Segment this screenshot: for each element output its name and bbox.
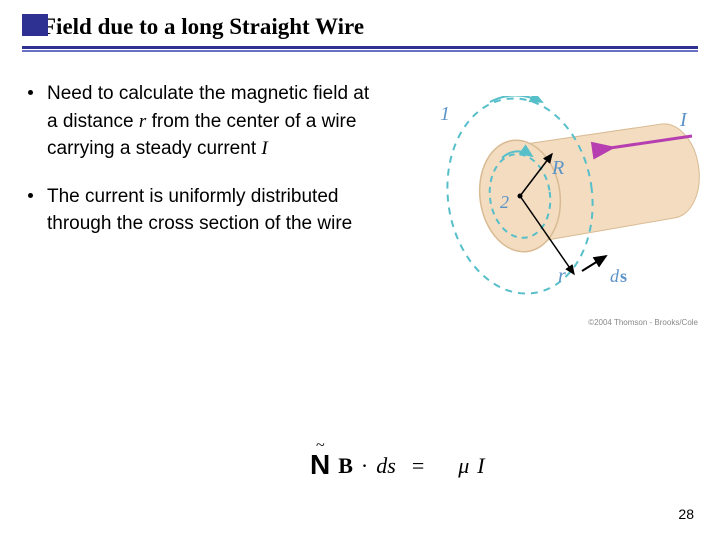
underline-bar-1 (22, 46, 698, 49)
slide-title: Field due to a long Straight Wire (22, 14, 698, 40)
eq-ds: ds (376, 453, 396, 479)
b1-var2: I (261, 138, 267, 159)
diagram-credit: ©2004 Thomson - Brooks/Cole (588, 318, 698, 327)
wire-diagram: 1 2 R r I d s (402, 96, 702, 326)
title-block: Field due to a long Straight Wire (22, 14, 698, 52)
bullet-dot (28, 193, 33, 198)
page-number: 28 (678, 506, 694, 522)
label-I: I (679, 109, 688, 131)
slide: Field due to a long Straight Wire Need t… (0, 0, 720, 540)
title-marker (22, 14, 48, 36)
label-2: 2 (500, 192, 509, 212)
bullet-1-text: Need to calculate the magnetic field at … (47, 80, 377, 163)
label-r: r (558, 265, 566, 287)
label-ds-s: s (620, 266, 627, 286)
underline-bar-2 (22, 50, 698, 52)
bullet-2-text: The current is uniformly distributed thr… (47, 183, 377, 238)
eq-tilde: ~ (316, 437, 325, 455)
equation: ~ N B · ds = μ I (310, 449, 570, 482)
eq-mu: μ (458, 453, 469, 479)
eq-Iright: I (477, 453, 484, 479)
eq-integral: ~ N (310, 449, 330, 482)
label-ds-d: d (610, 266, 620, 286)
label-1: 1 (440, 103, 450, 125)
diagram-svg: 1 2 R r I d s (402, 96, 702, 326)
label-R: R (551, 157, 564, 179)
eq-dot: · (361, 453, 368, 479)
bullet-dot (28, 90, 33, 95)
b2-pre: The current is uniformly distributed thr… (47, 186, 352, 235)
title-underline (22, 46, 698, 52)
eq-B: B (338, 453, 353, 479)
eq-equals: = (412, 453, 424, 479)
